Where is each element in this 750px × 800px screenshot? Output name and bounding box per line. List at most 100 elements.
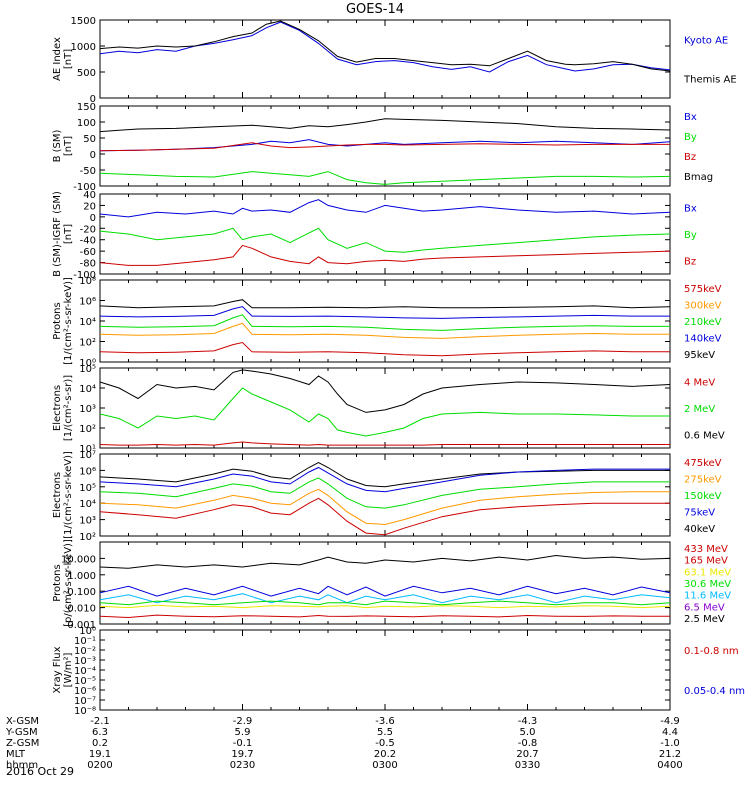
y-tick-label: 150 <box>77 102 96 113</box>
series-line-6 <box>99 614 670 619</box>
series-line-4 <box>99 488 670 526</box>
legend-entry: 6.5 MeV <box>684 602 725 613</box>
y-tick-label: 1000 <box>71 42 96 53</box>
y-axis-label-line: Xray Flux <box>52 646 63 693</box>
y-tick-label: 10⁸ <box>79 276 96 287</box>
y-tick-label: 10⁻⁷ <box>74 696 96 707</box>
series-line-1 <box>99 199 671 218</box>
y-axis-label-line: AE Index <box>52 37 63 81</box>
axis-table-value: 19.7 <box>231 749 253 760</box>
chart-title: GOES-14 <box>346 2 404 17</box>
y-axis-label-line: [W/m²] <box>63 652 74 687</box>
y-tick-label: 10³ <box>79 404 96 415</box>
y-tick-label: -80 <box>80 259 96 270</box>
series-line-5 <box>99 604 671 609</box>
panel-6: 10² 10³ 10⁴ 10⁵ 10⁶ 10⁷ Electrons[1/(cm²-s-sr-… <box>52 450 722 543</box>
series-line-4 <box>99 118 671 133</box>
legend-entry: 30.6 MeV <box>684 579 731 590</box>
legend-entry: 150keV <box>684 491 722 502</box>
axis-table-value: 0400 <box>657 760 682 771</box>
series-line-1 <box>99 554 671 569</box>
series-line-2 <box>99 466 670 493</box>
y-tick-label: 1500 <box>71 16 96 27</box>
y-axis-label-line: [1/(cm²-s-sr)] <box>63 375 74 441</box>
legend-entry: 475keV <box>684 458 722 469</box>
y-tick-label: 10⁻⁸ <box>74 706 96 717</box>
series-line-3 <box>99 244 671 266</box>
series-line-5 <box>99 341 670 357</box>
y-axis-label: B (SM)-IGRF (SM)[nT] <box>52 191 74 277</box>
series-line-5 <box>99 497 670 536</box>
y-tick-label: 0 <box>90 94 96 105</box>
axis-table-value: -2.9 <box>233 716 253 727</box>
legend-entry: 0.6 MeV <box>684 431 725 442</box>
y-tick-label: 10⁻² <box>74 646 96 657</box>
legend-entry: 275keV <box>684 475 722 486</box>
y-tick-label: 10⁷ <box>79 450 96 461</box>
y-tick-label: 20 <box>83 201 96 212</box>
legend-entry: 2 MeV <box>684 404 715 415</box>
legend-entry: 433 MeV <box>684 544 728 555</box>
legend-entry: Bx <box>684 112 697 123</box>
y-tick-label: 0.001 <box>67 620 96 631</box>
series-line-2 <box>99 387 670 437</box>
panel-5: 10¹ 10² 10³ 10⁴ 10⁵ Electrons[1/(cm²-s-sr)] 4 … <box>52 364 725 455</box>
series-line-4 <box>99 600 671 606</box>
axis-table-value: 4.4 <box>662 727 678 738</box>
legend-entry: 75keV <box>684 507 715 518</box>
y-tick-label: -40 <box>80 236 96 247</box>
legend-entry: 165 MeV <box>684 556 728 567</box>
axis-table-value: 20.2 <box>374 749 396 760</box>
y-tick-label: 10⁶ <box>79 466 96 477</box>
axis-table-value: 0230 <box>230 760 255 771</box>
series-line-2 <box>99 20 671 72</box>
axis-table-value: -0.8 <box>518 738 538 749</box>
axis-table-row-label: MLT <box>6 749 26 760</box>
y-tick-label: 0 <box>90 150 96 161</box>
series-line-2 <box>99 227 671 253</box>
panel-frame <box>99 541 671 625</box>
series-line-3 <box>99 593 671 604</box>
y-tick-label: 10⁻⁵ <box>74 676 96 687</box>
panel-4: 10⁰ 10² 10⁴ 10⁶ 10⁸ Protons[1/(cm²-s-sr-keV)]… <box>52 276 722 369</box>
legend-entry: 11.6 MeV <box>684 591 731 602</box>
legend-entry: Bz <box>684 152 696 163</box>
y-axis-label: B (SM)[nT] <box>52 129 74 162</box>
y-axis-label-line: Protons <box>52 302 63 339</box>
y-axis-label-line: [nT] <box>63 49 74 69</box>
panel-frame <box>99 193 671 275</box>
legend-entry: 140keV <box>684 333 722 344</box>
axis-table-value: -0.5 <box>375 738 395 749</box>
y-axis-label-line: [1/(cm²-s-sr-keV)] <box>63 277 74 365</box>
y-axis-label-line: [1/(cm²-s-sr-keV)] <box>63 451 74 539</box>
y-tick-label: 10⁴ <box>79 499 96 510</box>
y-tick-label: 100 <box>77 118 96 129</box>
axis-table-value: -2.1 <box>90 716 110 727</box>
axis-table-value: 5.0 <box>520 727 536 738</box>
y-tick-label: 10⁰ <box>79 626 96 637</box>
y-tick-label: 0 <box>90 213 96 224</box>
y-tick-label: 10⁻⁴ <box>74 666 96 677</box>
axis-table-value: -3.6 <box>375 716 395 727</box>
axis-table-value: 21.2 <box>659 749 681 760</box>
y-axis-label-line: Electrons <box>52 472 63 518</box>
axis-table-value: -0.1 <box>233 738 253 749</box>
y-tick-label: -60 <box>80 247 96 258</box>
date-label: 2016 Oct 29 <box>6 765 74 778</box>
axis-table-value: 19.1 <box>89 749 111 760</box>
legend-entry: 300keV <box>684 301 722 312</box>
legend-entry: 95keV <box>684 350 715 361</box>
y-tick-label: 10⁻⁶ <box>74 686 96 697</box>
legend-entry: 210keV <box>684 317 722 328</box>
y-tick-label: 500 <box>77 68 96 79</box>
legend-entry: 63.1 MeV <box>684 567 731 578</box>
y-tick-label: 10⁻³ <box>74 656 96 667</box>
panel-2: -100 -50 0 50 100 150 B (SM)[nT] Bx By Bz Bmag <box>52 102 713 193</box>
legend-entry: Themis AE <box>683 75 737 86</box>
y-tick-label: 10³ <box>79 516 96 527</box>
